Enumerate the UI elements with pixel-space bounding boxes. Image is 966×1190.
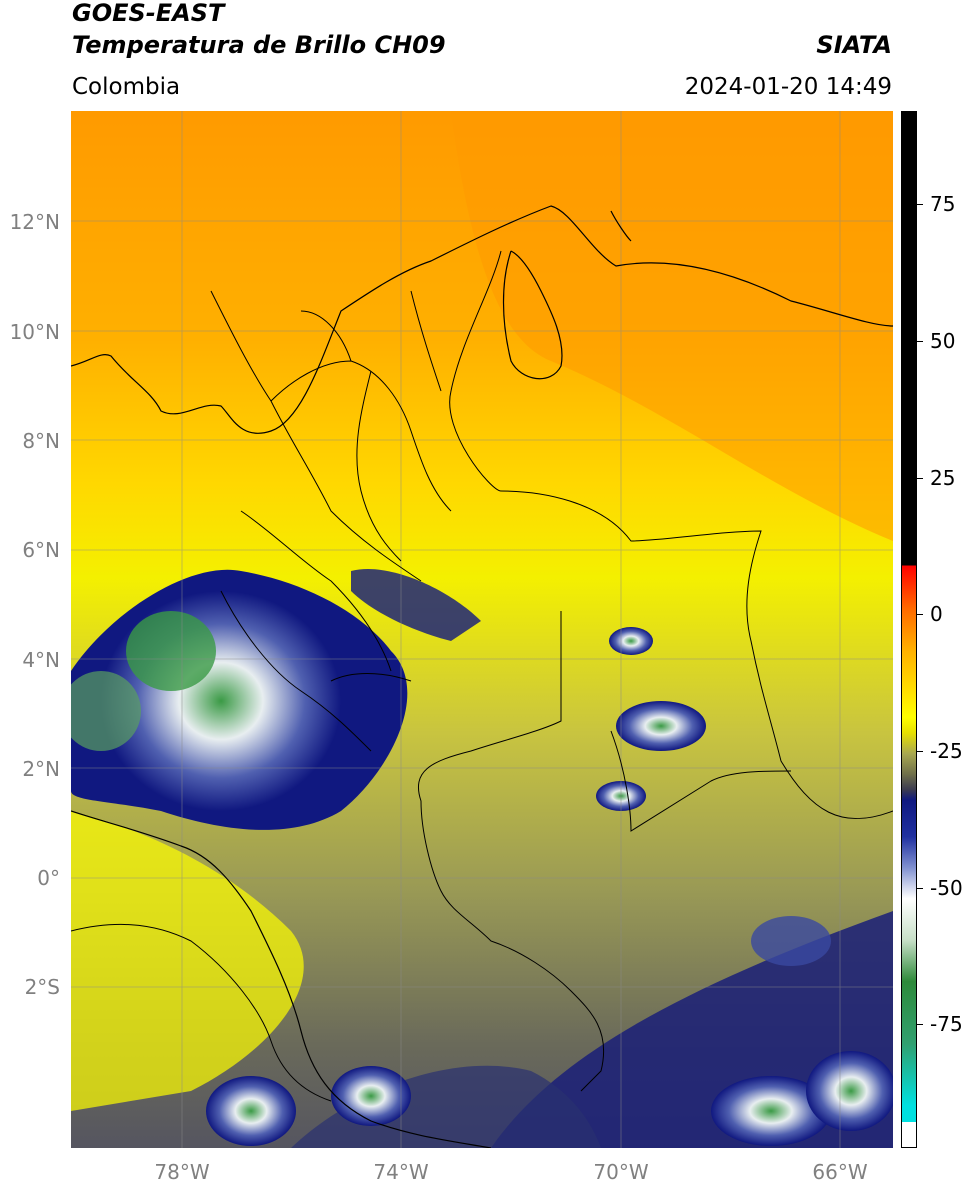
cloud-south-4: [806, 1051, 893, 1131]
lat-label-2s: 2°S: [24, 975, 60, 999]
cloud-south-2: [331, 1066, 411, 1126]
cloud-top-green-2: [71, 671, 141, 751]
coastlines: [71, 205, 893, 1148]
satellite-title: GOES-EAST: [72, 0, 225, 27]
satellite-map: [71, 111, 893, 1148]
map-svg: [71, 111, 893, 1148]
colorbar-tick: [917, 341, 923, 342]
cloud-top-green: [126, 611, 216, 691]
colorbar: [901, 111, 917, 1148]
colorbar-label-neg50: -50: [930, 876, 963, 900]
lat-label-4n: 4°N: [22, 648, 60, 672]
colorbar-label-neg25: -25: [930, 739, 963, 763]
cloud-south-1: [206, 1076, 296, 1146]
lat-label-8n: 8°N: [22, 429, 60, 453]
colorbar-label-neg75: -75: [930, 1012, 963, 1036]
yellow-region: [71, 811, 304, 1111]
lat-label-0: 0°: [37, 866, 60, 890]
lon-label-66w: 66°W: [812, 1160, 868, 1184]
colorbar-label-0: 0: [930, 602, 943, 626]
cold-region-sw: [291, 1065, 601, 1148]
cloud-south-3: [711, 1076, 831, 1146]
colorbar-label-75: 75: [930, 192, 956, 216]
lon-label-70w: 70°W: [593, 1160, 649, 1184]
timestamp-label: 2024-01-20 14:49: [684, 74, 892, 100]
warm-region: [451, 111, 893, 541]
graticule: [71, 111, 893, 1148]
lat-label-6n: 6°N: [22, 538, 60, 562]
lat-label-12n: 12°N: [9, 210, 60, 234]
colorbar-gradient: [902, 112, 916, 1147]
colorbar-tick: [917, 204, 923, 205]
colorbar-label-25: 25: [930, 466, 956, 490]
colorbar-svg: [902, 112, 916, 1147]
lon-label-74w: 74°W: [373, 1160, 429, 1184]
colorbar-tick: [917, 478, 923, 479]
colorbar-tick: [917, 751, 923, 752]
borders: [71, 250, 893, 1102]
lon-label-78w: 78°W: [154, 1160, 210, 1184]
colorbar-tick: [917, 888, 923, 889]
colorbar-tick: [917, 1024, 923, 1025]
cloud-band: [351, 569, 481, 641]
brand-label: SIATA: [816, 31, 892, 59]
lat-label-2n: 2°N: [22, 757, 60, 781]
cloud-east-small: [609, 627, 653, 655]
cloud-east: [616, 701, 706, 751]
colorbar-tick: [917, 614, 923, 615]
cloud-south-5: [751, 916, 831, 966]
product-title: Temperatura de Brillo CH09: [72, 31, 446, 59]
lat-label-10n: 10°N: [9, 320, 60, 344]
colorbar-label-50: 50: [930, 329, 956, 353]
region-label: Colombia: [72, 74, 181, 100]
